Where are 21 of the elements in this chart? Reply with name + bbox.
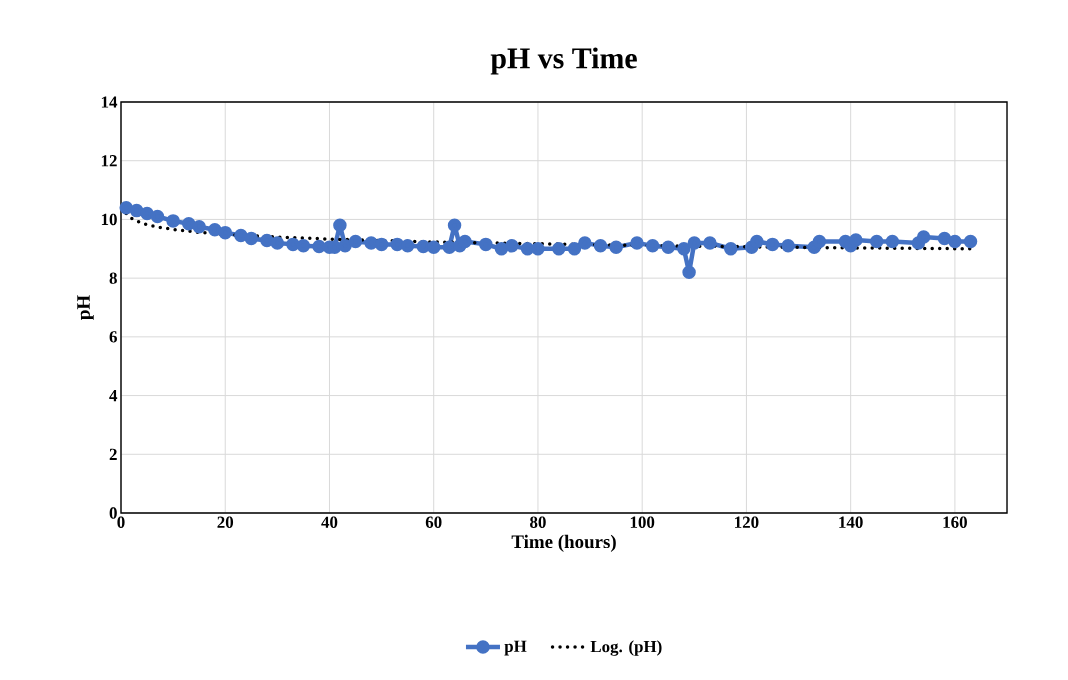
x-tick-label: 120 [735,516,759,528]
y-axis-title: pH [77,295,94,320]
y-tick-label: 10 [101,213,117,226]
x-tick-label: 80 [530,516,546,528]
y-tick-label: 0 [109,507,117,519]
y-tick-label: 4 [109,390,118,402]
y-tick-label: 2 [109,448,117,460]
x-tick-label: 160 [943,516,967,528]
legend-label: pH [504,640,527,656]
chart-title: pH vs Time [490,47,637,75]
legend-label: Log. (pH) [590,640,662,656]
x-tick-label: 40 [321,516,338,528]
x-tick-label: 100 [630,516,655,528]
x-tick-label: 20 [217,516,234,528]
x-tick-label: 60 [425,516,442,528]
x-tick-label: 140 [839,516,863,528]
x-axis-title: Time (hours) [511,534,616,552]
y-tick-label: 12 [101,155,117,167]
y-tick-label: 8 [109,272,117,284]
y-tick-label: 6 [109,331,117,343]
y-tick-label: 14 [101,96,118,108]
